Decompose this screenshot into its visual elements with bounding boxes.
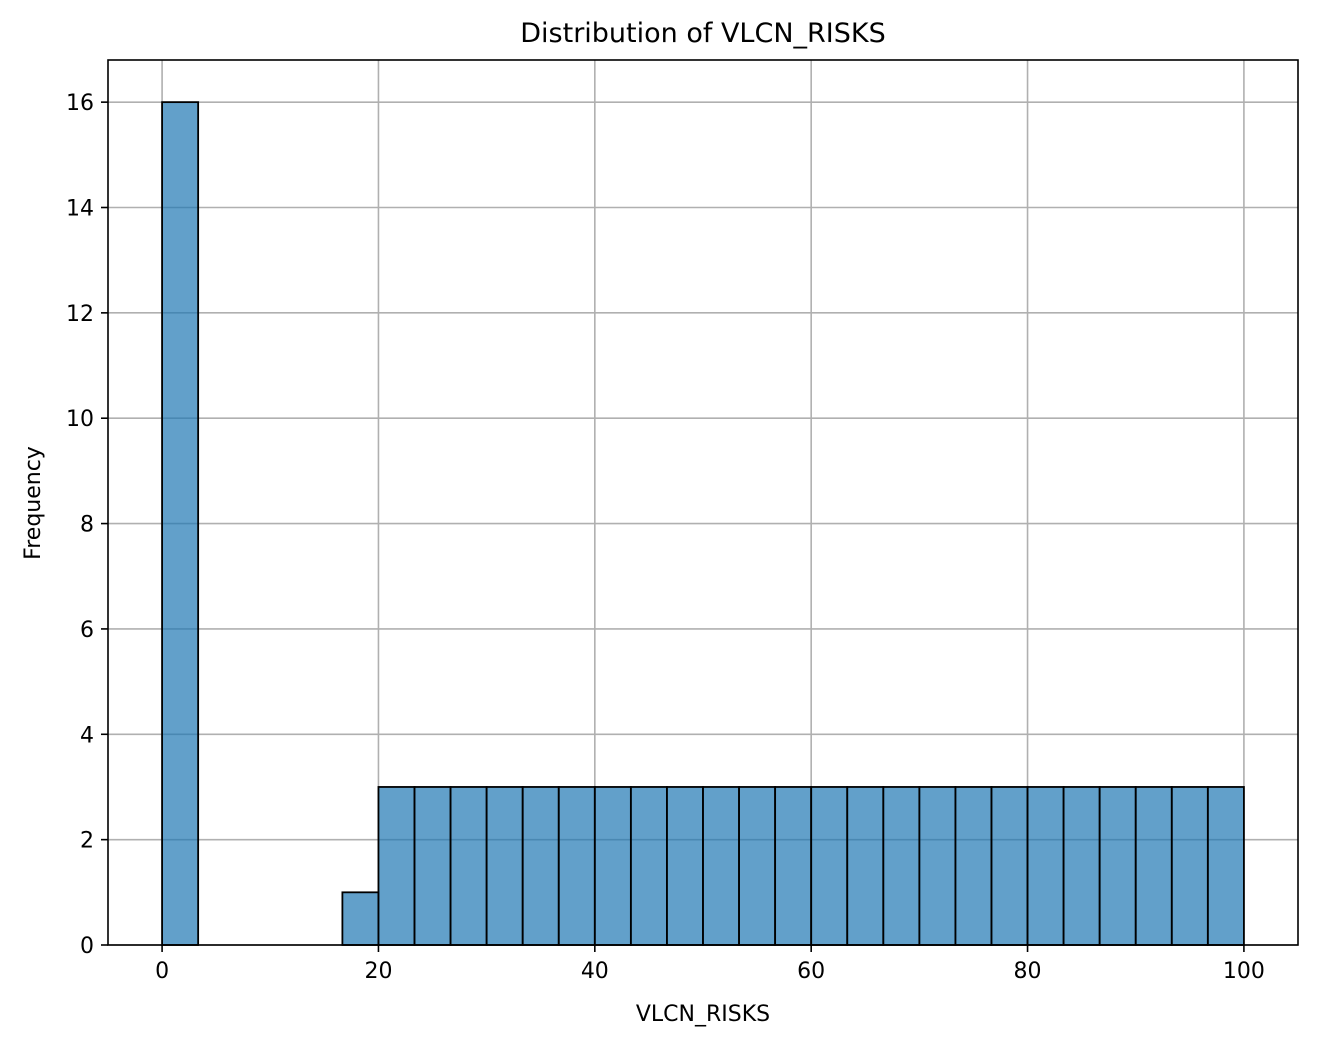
histogram-bar: [629, 786, 668, 946]
histogram-bar: [810, 786, 849, 946]
histogram-bar: [1098, 786, 1137, 946]
histogram-bar: [918, 786, 957, 946]
x-tick-label: 20: [364, 959, 392, 984]
y-axis-label: Frequency: [21, 446, 46, 560]
axis-ticks: 0 20 40 60 80 100 0 2 4 6 8 10 12 14 16: [66, 91, 1265, 984]
y-tick-label: 16: [66, 91, 94, 116]
y-tick-label: 0: [80, 934, 94, 959]
histogram-bar: [485, 786, 524, 946]
histogram-bar: [1062, 786, 1101, 946]
histogram-bar: [449, 786, 488, 946]
y-tick-label: 12: [66, 302, 94, 327]
x-tick-label: 60: [797, 959, 825, 984]
histogram-bar: [1134, 786, 1173, 946]
x-tick-label: 80: [1014, 959, 1042, 984]
x-tick-label: 40: [581, 959, 609, 984]
y-tick-label: 10: [66, 407, 94, 432]
histogram-bar: [341, 891, 380, 946]
histogram-bar: [377, 786, 416, 946]
histogram-bar: [882, 786, 921, 946]
y-tick-label: 6: [80, 618, 94, 643]
histogram-bar: [413, 786, 452, 946]
y-tick-label: 8: [80, 513, 94, 538]
grid-lines: [108, 60, 1298, 946]
histogram-bar: [557, 786, 596, 946]
x-tick-label: 0: [155, 959, 169, 984]
histogram-bar: [990, 786, 1029, 946]
histogram-bar: [521, 786, 560, 946]
x-axis-label: VLCN_RISKS: [636, 1002, 770, 1027]
plot-frame: [107, 59, 1299, 946]
histogram-bar: [846, 786, 885, 946]
histogram-bar: [593, 786, 632, 946]
y-tick-label: 14: [66, 197, 94, 222]
histogram-bar: [702, 786, 740, 946]
histogram-bar: [1170, 786, 1209, 946]
y-tick-label: 2: [80, 829, 94, 854]
y-tick-label: 4: [80, 723, 94, 748]
histogram-bar: [1026, 786, 1065, 946]
histogram-bar: [954, 786, 993, 946]
histogram-bar: [161, 101, 200, 946]
histogram-bar: [1206, 786, 1245, 946]
histogram-bar: [774, 786, 813, 946]
x-tick-label: 100: [1223, 959, 1265, 984]
histogram-bar: [666, 786, 704, 946]
histogram-bar: [738, 786, 777, 946]
chart-title: Distribution of VLCN_RISKS: [520, 18, 885, 49]
